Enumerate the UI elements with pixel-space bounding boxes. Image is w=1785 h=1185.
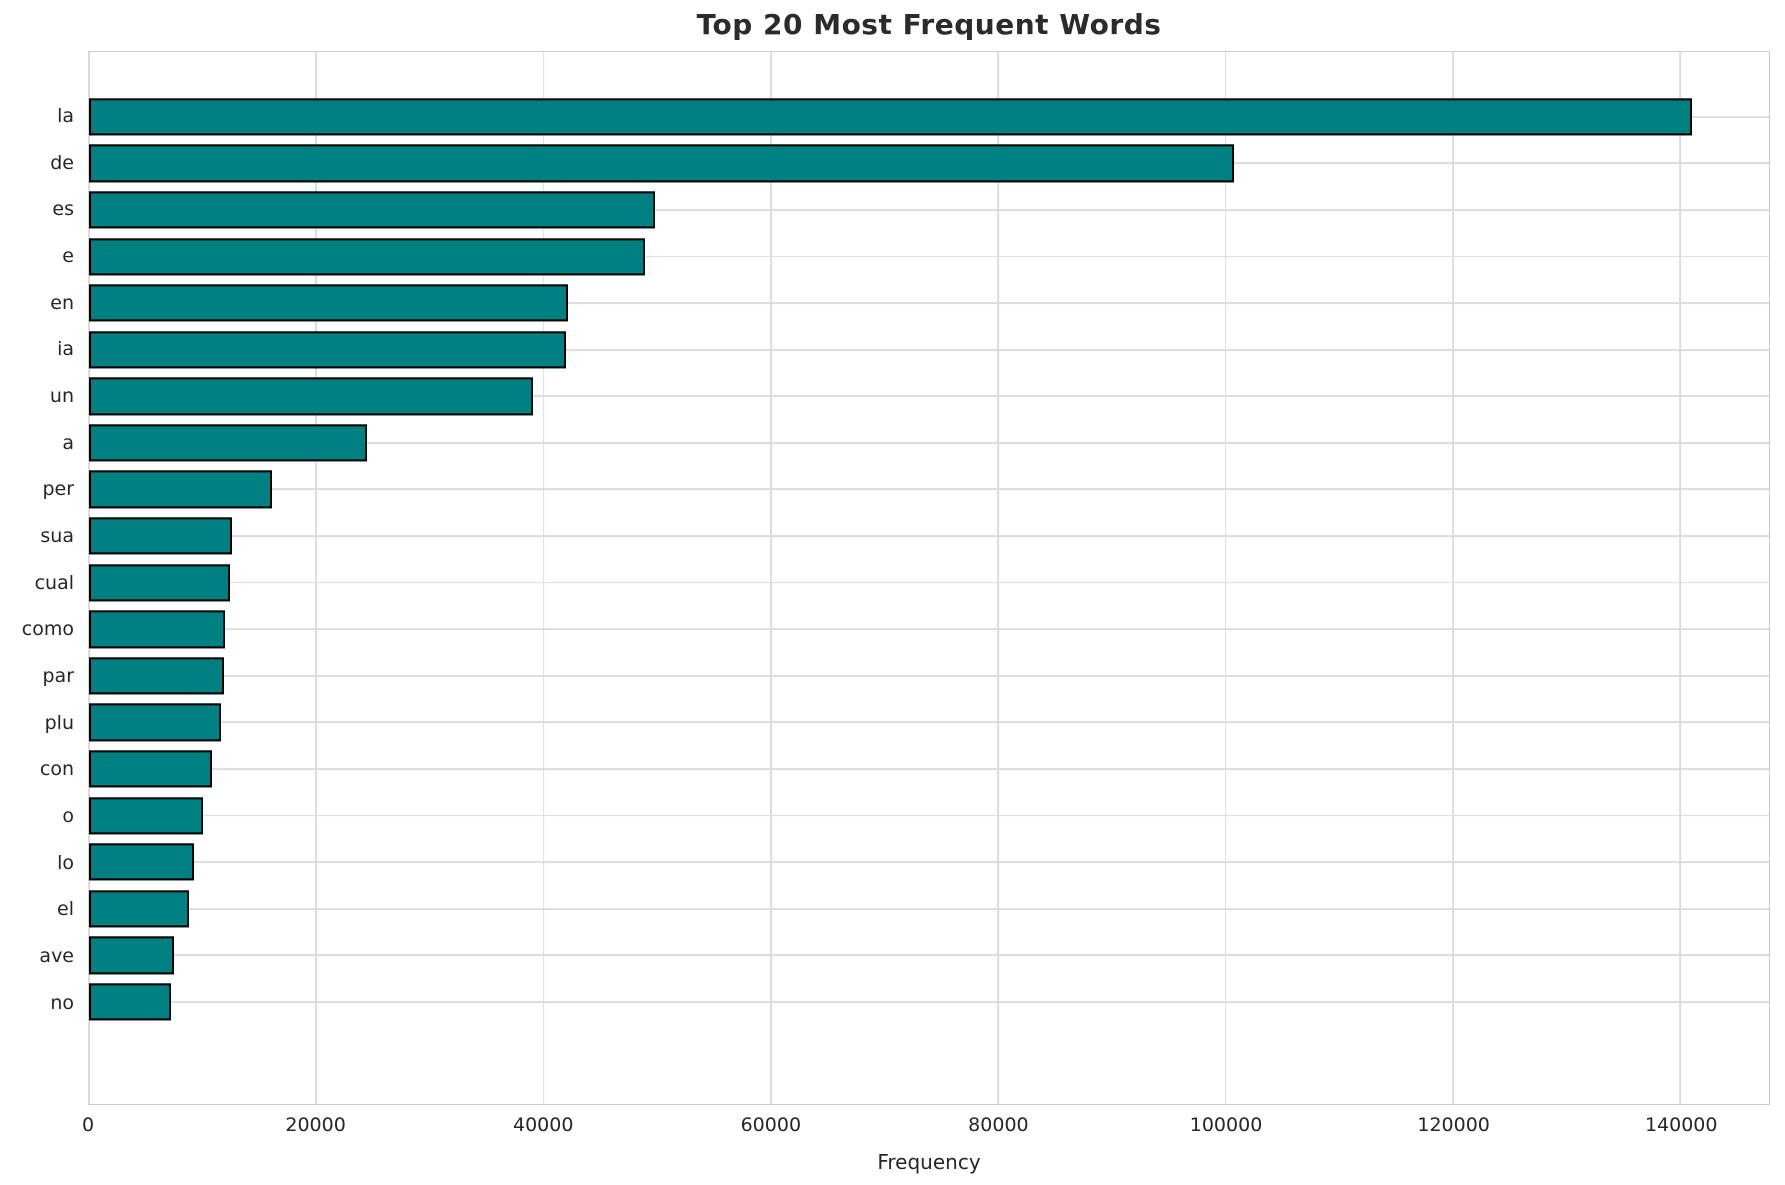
horizontal-gridline: [89, 628, 1769, 631]
y-tick-label-a: a: [62, 431, 74, 454]
bar-el: [89, 890, 190, 928]
horizontal-gridline: [89, 255, 1769, 258]
x-tick-label-60000: 60000: [740, 1114, 802, 1136]
x-axis-tick-labels: 0 20000 40000 60000 80000 100000 120000 140000: [82, 1114, 1770, 1142]
horizontal-gridline: [89, 302, 1769, 305]
horizontal-gridline: [89, 721, 1769, 724]
bar-con: [89, 750, 212, 788]
bar-como: [89, 610, 226, 648]
y-tick-label-en: en: [50, 291, 74, 314]
bar-plu: [89, 703, 222, 742]
y-tick-label-cual: cual: [34, 571, 74, 594]
horizontal-gridline: [89, 954, 1769, 957]
y-tick-label-par: par: [42, 665, 74, 688]
chart-title: Top 20 Most Frequent Words: [696, 8, 1162, 41]
y-tick-label-no: no: [50, 991, 74, 1014]
horizontal-gridline: [89, 814, 1769, 817]
bar-la: [89, 98, 1692, 136]
bar-par: [89, 657, 225, 695]
x-tick-label-140000: 140000: [1644, 1114, 1718, 1136]
bar-sua: [89, 517, 233, 555]
vertical-gridline: [315, 52, 318, 1104]
horizontal-gridline: [89, 861, 1769, 864]
bar-un: [89, 377, 534, 415]
horizontal-gridline: [89, 441, 1769, 444]
x-tick-label-120000: 120000: [1417, 1114, 1490, 1136]
horizontal-gridline: [89, 768, 1769, 770]
horizontal-gridline: [89, 674, 1769, 677]
horizontal-gridline: [89, 907, 1769, 910]
bar-es: [89, 191, 656, 229]
y-tick-label-plu: plu: [44, 711, 74, 734]
x-tick-label-20000: 20000: [285, 1114, 346, 1136]
horizontal-gridline: [89, 1001, 1769, 1003]
vertical-gridline: [1679, 52, 1682, 1104]
bar-cual: [89, 564, 230, 602]
x-tick-label-80000: 80000: [968, 1114, 1029, 1136]
x-tick-label-100000: 100000: [1189, 1114, 1263, 1136]
bar-per: [89, 470, 272, 509]
bar-o: [89, 796, 203, 835]
horizontal-gridline: [89, 581, 1769, 584]
vertical-gridline: [1224, 52, 1227, 1104]
y-axis-tick-labels: la de es e en ia un a per sua cual como par plu con o lo…: [0, 51, 74, 1105]
horizontal-gridline: [89, 348, 1769, 351]
bar-de: [89, 144, 1234, 182]
y-tick-label-el: el: [57, 898, 74, 921]
x-axis-label: Frequency: [877, 1150, 981, 1174]
horizontal-gridline: [89, 488, 1769, 491]
y-tick-label-la: la: [57, 104, 74, 127]
vertical-gridline: [542, 52, 545, 1104]
y-tick-label-ia: ia: [57, 338, 74, 361]
bar-a: [89, 424, 368, 462]
bar-lo: [89, 843, 194, 881]
y-tick-label-como: como: [21, 618, 74, 641]
y-tick-label-sua: sua: [40, 524, 74, 547]
y-tick-label-es: es: [52, 198, 74, 221]
bar-en: [89, 284, 568, 322]
horizontal-gridline: [89, 395, 1769, 398]
bar-ia: [89, 331, 567, 369]
y-tick-label-o: o: [62, 805, 74, 828]
x-tick-label-40000: 40000: [512, 1114, 574, 1136]
vertical-gridline: [770, 52, 772, 1104]
y-tick-label-lo: lo: [57, 851, 74, 874]
vertical-gridline: [88, 52, 90, 1104]
vertical-gridline: [1452, 52, 1454, 1104]
bar-no: [89, 983, 171, 1021]
bar-ave: [89, 936, 174, 975]
x-tick-label-0: 0: [81, 1114, 95, 1136]
y-tick-label-de: de: [50, 151, 74, 174]
y-tick-label-per: per: [42, 478, 74, 501]
y-tick-label-e: e: [62, 244, 74, 267]
y-tick-label-con: con: [39, 758, 74, 781]
horizontal-gridline: [89, 209, 1769, 211]
horizontal-gridline: [89, 535, 1769, 537]
plot-area: [88, 51, 1770, 1105]
vertical-gridline: [997, 52, 1000, 1104]
y-tick-label-ave: ave: [39, 945, 74, 968]
y-tick-label-un: un: [49, 384, 74, 407]
bar-e: [89, 237, 645, 276]
